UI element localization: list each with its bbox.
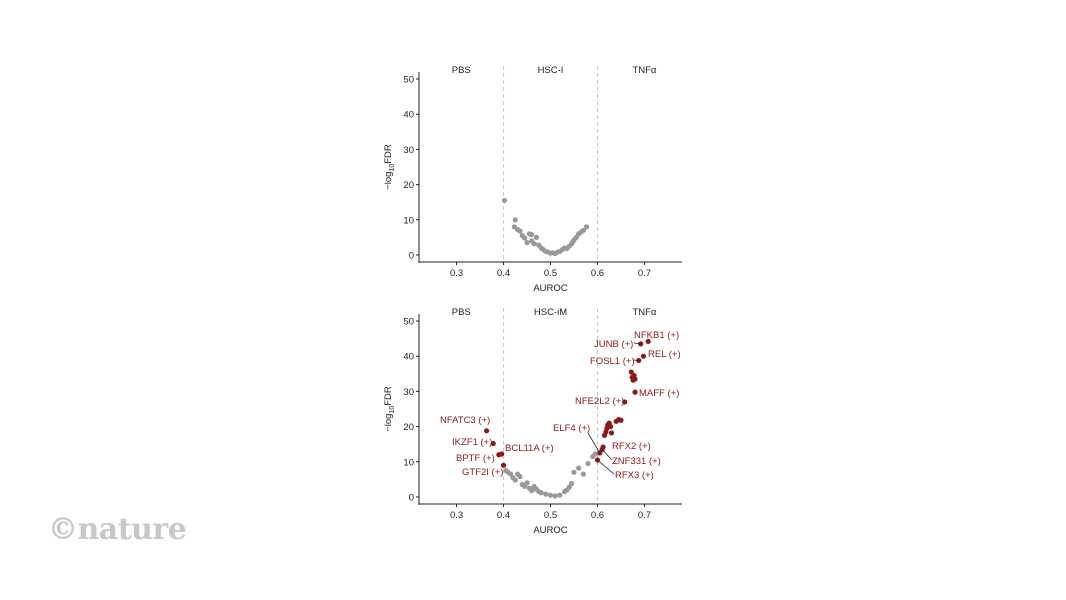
gene-label: REL (+) [648, 349, 681, 360]
x-tick-label: 0.4 [497, 268, 510, 279]
significant-point [622, 399, 628, 405]
region-label: HSC-iM [534, 307, 567, 318]
x-tick-label: 0.3 [450, 510, 463, 521]
point [524, 480, 530, 486]
point [533, 234, 540, 240]
y-tick-label: 10 [403, 457, 414, 468]
point [517, 473, 523, 480]
significant-point [608, 423, 614, 430]
region-label: HSC-I [538, 65, 564, 76]
y-tick-label: 20 [403, 180, 414, 191]
significant-point [499, 451, 505, 457]
point [501, 197, 508, 204]
label-leader-line [633, 342, 641, 345]
gene-label: ZNF331 (+) [612, 456, 661, 467]
x-tick-label: 0.3 [450, 268, 463, 279]
gene-label: JUNB (+) [594, 339, 633, 350]
point [517, 228, 523, 234]
gene-label: RFX3 (+) [615, 470, 654, 481]
x-tick-label: 0.7 [638, 268, 651, 279]
x-axis-label: AUROC [533, 525, 567, 536]
y-tick-label: 20 [403, 422, 414, 433]
point [512, 217, 518, 223]
y-axis-label: −log10FDR [383, 144, 396, 190]
x-tick-label: 0.7 [638, 510, 651, 521]
x-axis-label: AUROC [533, 283, 567, 294]
nature-watermark: ©nature [48, 512, 187, 547]
gene-label: ELF4 (+) [553, 423, 590, 434]
point [529, 231, 535, 238]
significant-point [618, 417, 624, 423]
y-axis-label: −log10FDR [383, 386, 396, 432]
gene-label: MAFF (+) [639, 388, 679, 399]
point [585, 460, 591, 467]
point [580, 227, 586, 233]
x-tick-label: 0.5 [544, 510, 557, 521]
x-tick-label: 0.6 [591, 510, 604, 521]
significant-point [645, 338, 651, 345]
gene-label: NFATC3 (+) [440, 415, 490, 426]
y-tick-label: 0 [409, 492, 414, 503]
significant-point [632, 376, 638, 382]
y-tick-label: 30 [403, 145, 414, 156]
significant-point [600, 444, 606, 450]
point [584, 224, 590, 230]
y-tick-label: 10 [403, 215, 414, 226]
gene-label: BCL11A (+) [505, 443, 554, 454]
significant-point [640, 353, 647, 359]
point [524, 240, 530, 246]
scatter-panel-2: PBS HSC-iM TNFα 0 10 20 30 40 50 0.3 0.4 0.5 0.6 0.7 A… [383, 307, 682, 536]
label-leader-line [597, 459, 615, 475]
x-tick-label: 0.5 [544, 268, 557, 279]
point [512, 477, 518, 483]
gene-label: IKZF1 (+) [452, 437, 492, 448]
x-tick-label: 0.4 [497, 510, 510, 521]
significant-point [484, 428, 490, 434]
point [547, 492, 554, 498]
region-label: TNFα [632, 307, 656, 318]
significant-point [638, 341, 644, 347]
label-leader-line [601, 449, 613, 461]
x-tick-label: 0.6 [591, 268, 604, 279]
gene-label: NFE2L2 (+) [575, 396, 624, 407]
point [580, 471, 586, 477]
y-tick-label: 50 [403, 317, 414, 328]
label-leader-line [587, 432, 601, 454]
y-tick-label: 30 [403, 387, 414, 398]
point [592, 451, 598, 457]
point [571, 469, 577, 475]
significant-point [500, 462, 507, 468]
region-label: PBS [452, 65, 471, 76]
gene-label: GTF2I (+) [462, 467, 503, 478]
point [531, 241, 537, 247]
region-label: PBS [452, 307, 471, 318]
significant-point [490, 440, 496, 447]
region-label: TNFα [632, 65, 656, 76]
point [529, 488, 535, 494]
gene-label: NFKB1 (+) [634, 330, 679, 341]
scatter-panel-1: PBS HSC-I TNFα 0 10 20 30 40 50 0.3 0.4 0.5 0.6 0.7 AU… [383, 65, 682, 294]
point [522, 235, 528, 241]
point [576, 465, 582, 471]
point [543, 491, 549, 497]
significant-point [632, 389, 638, 395]
point [552, 493, 558, 499]
point [557, 492, 563, 498]
point [538, 490, 544, 496]
gene-label: RFX2 (+) [612, 441, 651, 452]
gene-label: FOSL1 (+) [590, 356, 635, 367]
significant-point [628, 369, 634, 375]
y-tick-label: 0 [409, 250, 414, 261]
y-tick-label: 40 [403, 110, 414, 121]
gene-label: BPTF (+) [456, 453, 495, 464]
point [569, 480, 575, 487]
significant-point [608, 430, 615, 436]
y-tick-label: 50 [403, 75, 414, 86]
y-tick-label: 40 [403, 352, 414, 363]
